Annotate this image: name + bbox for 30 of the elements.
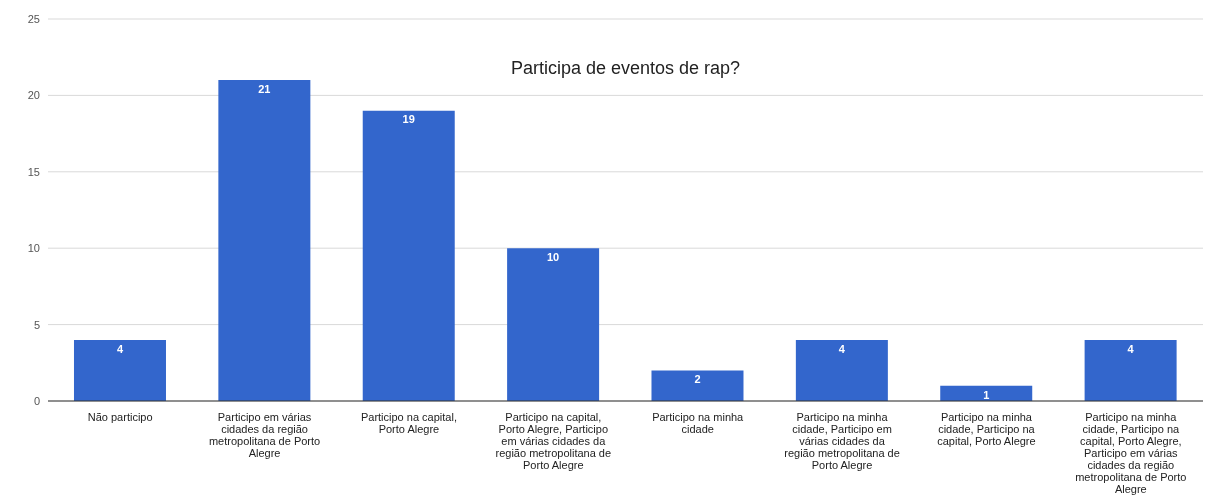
data-label: 1 <box>983 388 990 401</box>
x-tick-label: Participo na minha cidade <box>652 411 745 435</box>
x-tick-label: Participo em várias cidades da região metropolitana de Porto Alegre <box>208 411 321 459</box>
data-label: 21 <box>258 82 271 95</box>
bar <box>651 370 744 401</box>
bar <box>795 339 888 401</box>
bar <box>362 110 455 401</box>
data-label: 19 <box>402 113 415 126</box>
bar <box>73 339 166 401</box>
x-tick-label: Não participo <box>87 411 153 423</box>
x-tick-label: Participo na capital, Porto Alegre, Participo em várias cidades da região metropolitana de Porto Alegre <box>495 411 612 471</box>
y-tick-label: 5 <box>33 318 40 331</box>
y-tick-label: 20 <box>27 89 40 102</box>
x-tick-label: Participo na capital, Porto Alegre <box>360 411 457 435</box>
data-label: 4 <box>116 342 124 355</box>
y-tick-label: 0 <box>33 394 40 407</box>
x-tick-label: Participo na minha cidade, Participo em várias cidades da região metropolitana de Porto Alegre <box>784 411 900 471</box>
data-label: 2 <box>694 373 701 386</box>
y-tick-label: 10 <box>27 242 40 255</box>
text: Participa de eventos de rap? <box>509 58 742 79</box>
x-tick-label: Participo na minha cidade, Participo na capital, Porto Alegre <box>937 411 1036 447</box>
bar <box>507 248 600 401</box>
data-label: 4 <box>1127 342 1135 355</box>
bar <box>218 80 311 401</box>
x-tick-label: Participo na minha cidade, Participo na capital, Porto Alegre, Participo em várias cidades da região metropolitana de Porto Alegre <box>1075 411 1187 495</box>
data-label: 4 <box>838 342 846 355</box>
y-tick-label: 15 <box>27 165 40 178</box>
data-label: 10 <box>546 251 560 264</box>
bar <box>1084 339 1177 401</box>
y-tick-label: 25 <box>27 12 40 25</box>
